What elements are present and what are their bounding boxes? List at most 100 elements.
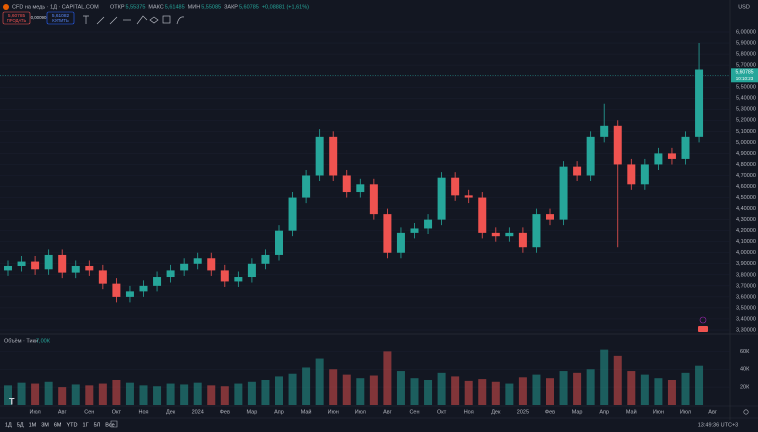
candle-body (207, 258, 216, 271)
x-tick-label: Авг (708, 409, 717, 415)
candle-body (600, 125, 609, 137)
candle-body (98, 270, 107, 284)
spread: 0,00090 (31, 15, 47, 20)
candle-body (546, 214, 554, 220)
logo: T (9, 396, 15, 406)
x-tick-label: Июн (653, 409, 664, 415)
range-button[interactable]: 5Л (94, 422, 101, 428)
y-tick-label: 3,30000 (736, 327, 756, 333)
range-button[interactable]: 1М (29, 422, 37, 428)
volume-title: Объём · Тики (4, 338, 38, 344)
volume-bar (234, 383, 243, 405)
x-tick-label: Апр (599, 409, 609, 415)
event-badge[interactable] (698, 326, 708, 332)
event-marker[interactable] (699, 316, 707, 324)
candle-body (85, 265, 94, 271)
range-button[interactable]: 1Д (5, 422, 12, 428)
volume-bar (288, 373, 297, 405)
ohlc-key: МИН (188, 4, 201, 10)
y-tick-label: 3,70000 (736, 283, 756, 289)
volume-bar (207, 385, 216, 405)
range-button[interactable]: 3М (41, 422, 49, 428)
volume-bar (532, 374, 541, 405)
volume-bar (478, 379, 487, 405)
volume-bar (98, 383, 107, 405)
range-button[interactable]: 5Д (17, 422, 24, 428)
y-tick-label: 4,00000 (736, 250, 756, 256)
y-tick-label: 3,80000 (736, 272, 756, 278)
x-tick-label: Окт (112, 409, 122, 415)
curve-tool[interactable] (176, 16, 185, 25)
candle-body (424, 219, 433, 229)
y-tick-label: 5,50000 (736, 85, 756, 91)
y-tick-label: 5,10000 (736, 129, 756, 135)
candle-body (491, 232, 500, 237)
range-bar: 1Д 5Д 1М 3М 6М YTD 1Г 5Л Все (5, 422, 115, 428)
symbol-icon (3, 4, 9, 10)
countdown: 10:10:23 (736, 76, 754, 81)
x-tick-label: Июл (355, 409, 366, 415)
drawing-tools (83, 15, 185, 25)
candle-body (193, 258, 202, 264)
brush-tool[interactable] (96, 16, 105, 25)
candle-body (559, 166, 568, 220)
volume-current: 7,00К (36, 338, 51, 344)
y-tick-label: 4,70000 (736, 173, 756, 179)
volume-bar (396, 371, 405, 405)
y-tick-label: 4,80000 (736, 162, 756, 168)
candle-body (586, 136, 595, 176)
ohlc-legend: ОТКР 5,55375 МАКС 5,61485 МИН 5,55085 ЗАКР 5,60… (110, 4, 309, 10)
buy-button[interactable] (46, 11, 75, 25)
x-tick-label: Июл (30, 409, 41, 415)
candle-body (410, 228, 419, 233)
y-tick-label: 5,30000 (736, 107, 756, 113)
volume-bar (180, 384, 189, 405)
volume-bar (275, 376, 283, 405)
ohlc-key: МАКС (148, 4, 163, 10)
x-tick-label: Фев (220, 409, 230, 415)
shape-tool[interactable] (149, 16, 159, 24)
range-button[interactable]: 1Г (83, 422, 89, 428)
symbol-title: CFD на медь · 1Д · CAPITAL.COM (12, 4, 99, 10)
candle-body (112, 283, 121, 297)
candle-body (573, 166, 582, 176)
candle-body (451, 177, 460, 196)
y-tick-label: 3,60000 (736, 294, 756, 300)
settings-icon[interactable] (743, 409, 749, 415)
candle-body (139, 285, 148, 292)
range-button[interactable]: 6М (54, 422, 62, 428)
candle-body (681, 136, 690, 159)
ohlc-change: +0,08881 (+1,61%) (262, 4, 309, 10)
range-button[interactable]: YTD (67, 422, 78, 428)
volume-bar (31, 383, 40, 405)
plot: 3,30000 3,40000 3,50000 3,60000 3,70000 3,800… (0, 29, 758, 415)
y-tick-label: 4,40000 (736, 206, 756, 212)
rect-tool[interactable] (162, 15, 171, 24)
y-tick-label: 3,40000 (736, 316, 756, 322)
volume-bar (247, 381, 256, 405)
sell-button[interactable] (2, 11, 31, 25)
clock: 13:49:36 UTC+3 (698, 422, 739, 428)
candle-body (613, 125, 622, 165)
range-button[interactable]: Все (105, 422, 114, 428)
y-tick-label: 4,60000 (736, 184, 756, 190)
candle-body (383, 214, 392, 253)
x-tick-label: Фев (545, 409, 555, 415)
volume-bar (518, 377, 527, 405)
currency[interactable]: USD (738, 4, 750, 10)
x-tick-label: Ноя (138, 409, 148, 415)
candle-body (315, 136, 324, 176)
text-tool[interactable] (83, 15, 89, 24)
candle-body (437, 177, 446, 220)
volume-bar (437, 372, 446, 405)
sell-price: 5,60785 (8, 13, 26, 19)
volume-bar (600, 349, 609, 405)
ohlc-key: ЗАКР (224, 4, 238, 10)
volume-bar (220, 386, 229, 405)
x-tick-label: Авг (58, 409, 67, 415)
goto-date[interactable] (110, 420, 118, 428)
path-tool[interactable] (136, 15, 148, 25)
line-tool[interactable] (109, 16, 118, 25)
candle-body (261, 254, 270, 264)
